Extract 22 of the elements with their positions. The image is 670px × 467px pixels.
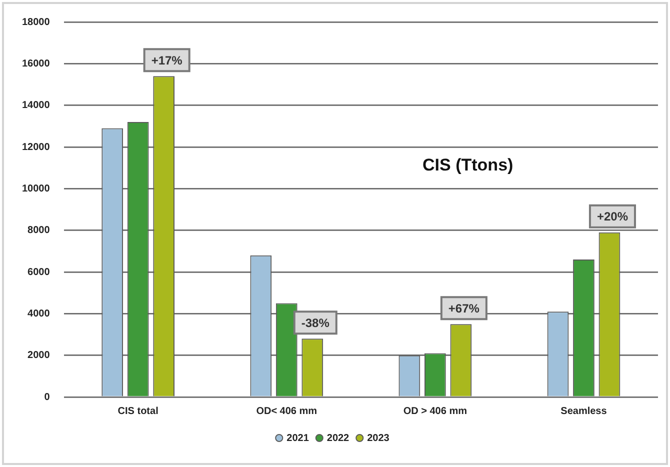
y-tick-label: 2000 — [28, 350, 50, 362]
x-tick-label: CIS total — [118, 406, 159, 417]
x-tick-label: OD > 406 mm — [403, 406, 468, 417]
y-tick-label: 14000 — [22, 100, 50, 112]
y-tick-label: 4000 — [28, 308, 50, 320]
y-tick-label: 10000 — [22, 183, 50, 194]
y-tick-label: 0 — [44, 392, 50, 403]
y-tick-label: 12000 — [22, 142, 50, 153]
y-tick-label: 18000 — [22, 16, 50, 28]
annotation: +17% — [151, 53, 183, 68]
annotation: +67% — [448, 301, 480, 316]
legend-label: 2021 — [286, 432, 310, 444]
text: CIS (Ttons) — [422, 156, 514, 175]
y-tick-label: 6000 — [28, 266, 50, 278]
legend-label: 2022 — [326, 432, 350, 444]
legend-label: 2023 — [367, 432, 390, 444]
x-tick-label: Seamless — [560, 406, 608, 417]
y-tick-label: 16000 — [22, 58, 50, 70]
x-tick-label: OD< 406 mm — [256, 406, 318, 417]
annotation: -38% — [301, 316, 330, 330]
annotation: +20% — [596, 210, 628, 224]
y-tick-label: 8000 — [28, 225, 50, 236]
